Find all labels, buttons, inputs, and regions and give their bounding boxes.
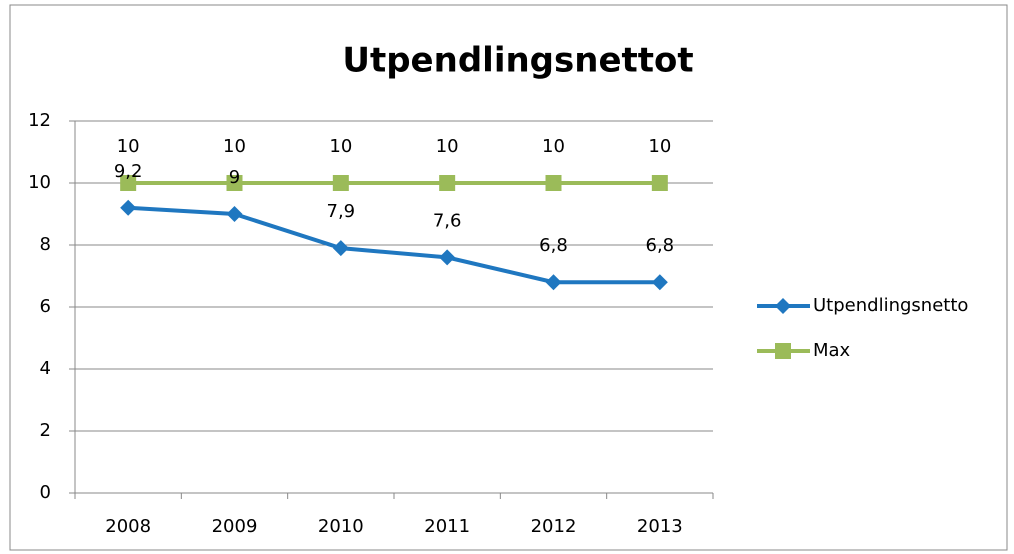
marker	[439, 249, 456, 266]
data-label: 9,2	[114, 161, 143, 182]
marker	[439, 175, 456, 191]
x-tick-label: 2010	[318, 516, 364, 537]
data-label: 10	[117, 136, 140, 157]
x-tick-label: 2008	[105, 516, 151, 537]
data-label: 10	[329, 136, 352, 157]
x-tick-label: 2011	[424, 516, 470, 537]
legend-label: Max	[813, 340, 851, 361]
data-label: 6,8	[646, 235, 675, 256]
marker	[651, 274, 668, 291]
x-tick-label: 2013	[637, 516, 683, 537]
marker	[545, 274, 562, 291]
data-label: 10	[223, 136, 246, 157]
y-tick-label: 2	[40, 420, 51, 441]
data-label: 7,9	[327, 201, 356, 222]
y-tick-label: 6	[40, 296, 51, 317]
series-line	[128, 205, 660, 285]
marker	[226, 175, 243, 191]
data-label: 10	[648, 136, 671, 157]
y-tick-label: 4	[40, 358, 51, 379]
chart-title: Utpendlingsnettot	[342, 41, 693, 81]
data-label: 6,8	[539, 235, 568, 256]
marker	[120, 199, 137, 216]
y-tick-label: 0	[40, 482, 51, 503]
marker	[545, 175, 562, 191]
data-label: 10	[436, 136, 459, 157]
data-label: 7,6	[433, 210, 462, 231]
y-tick-label: 10	[28, 172, 51, 193]
marker	[651, 175, 668, 191]
data-label: 10	[542, 136, 565, 157]
chart-border	[9, 4, 1008, 551]
y-tick-label: 8	[40, 234, 51, 255]
marker	[226, 206, 243, 222]
marker	[775, 298, 791, 314]
marker	[775, 343, 791, 359]
marker	[332, 240, 349, 257]
marker	[120, 175, 137, 191]
marker	[332, 175, 349, 191]
y-tick-label: 12	[28, 110, 51, 131]
x-tick-label: 2012	[531, 516, 577, 537]
legend-label: Utpendlingsnetto	[813, 295, 968, 316]
x-tick-label: 2009	[212, 516, 258, 537]
data-label: 9	[229, 167, 240, 188]
